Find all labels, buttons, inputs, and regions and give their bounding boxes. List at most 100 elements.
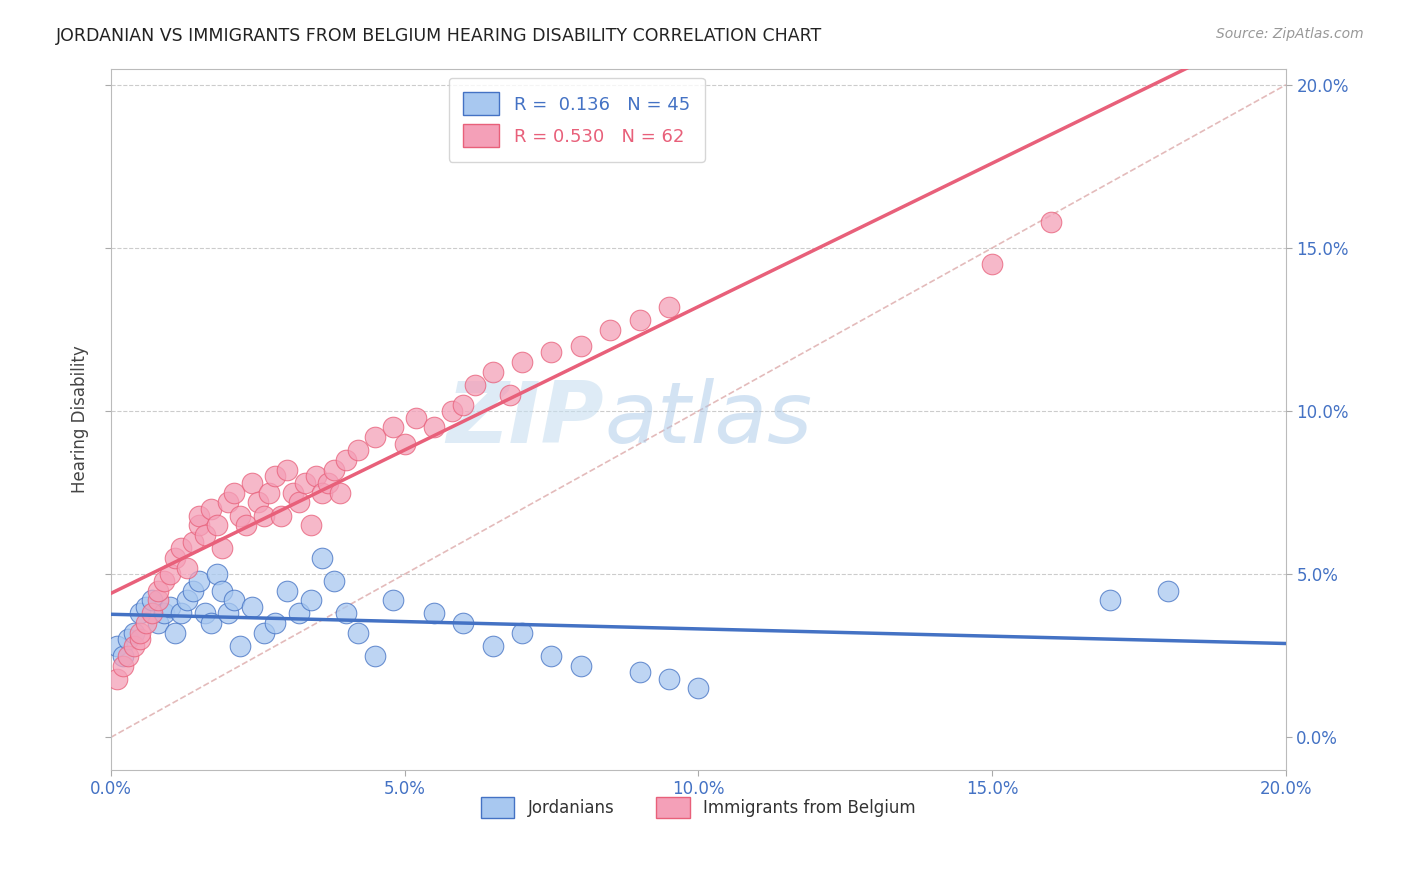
Point: [176, 593, 198, 607]
Point: [264, 469, 287, 483]
Point: [170, 541, 193, 556]
Point: [294, 475, 316, 490]
Point: [1157, 583, 1180, 598]
Point: [159, 567, 181, 582]
Point: [323, 463, 346, 477]
Point: [658, 300, 681, 314]
Point: [288, 607, 311, 621]
Point: [146, 616, 169, 631]
Point: [135, 599, 157, 614]
Point: [246, 495, 269, 509]
Text: ZIP: ZIP: [447, 377, 605, 461]
Text: atlas: atlas: [605, 377, 813, 461]
Legend: Jordanians, Immigrants from Belgium: Jordanians, Immigrants from Belgium: [474, 790, 922, 825]
Point: [217, 607, 239, 621]
Point: [364, 648, 387, 663]
Point: [316, 475, 339, 490]
Point: [688, 681, 710, 696]
Point: [200, 616, 222, 631]
Point: [217, 495, 239, 509]
Point: [335, 453, 357, 467]
Point: [569, 658, 592, 673]
Point: [453, 616, 475, 631]
Point: [252, 626, 274, 640]
Point: [270, 508, 292, 523]
Point: [211, 541, 233, 556]
Point: [187, 574, 209, 588]
Point: [211, 583, 233, 598]
Point: [259, 485, 281, 500]
Point: [122, 626, 145, 640]
Point: [152, 574, 174, 588]
Point: [364, 430, 387, 444]
Point: [405, 410, 427, 425]
Point: [105, 639, 128, 653]
Point: [276, 463, 298, 477]
Point: [440, 404, 463, 418]
Point: [146, 593, 169, 607]
Point: [111, 648, 134, 663]
Text: Source: ZipAtlas.com: Source: ZipAtlas.com: [1216, 27, 1364, 41]
Point: [299, 518, 322, 533]
Text: JORDANIAN VS IMMIGRANTS FROM BELGIUM HEARING DISABILITY CORRELATION CHART: JORDANIAN VS IMMIGRANTS FROM BELGIUM HEA…: [56, 27, 823, 45]
Point: [540, 648, 562, 663]
Point: [240, 599, 263, 614]
Point: [329, 485, 352, 500]
Point: [335, 607, 357, 621]
Point: [481, 365, 503, 379]
Point: [599, 322, 621, 336]
Point: [146, 583, 169, 598]
Point: [658, 672, 681, 686]
Point: [122, 639, 145, 653]
Point: [159, 599, 181, 614]
Point: [281, 485, 304, 500]
Point: [346, 443, 368, 458]
Point: [1098, 593, 1121, 607]
Point: [381, 420, 404, 434]
Point: [181, 534, 204, 549]
Point: [141, 607, 163, 621]
Point: [569, 339, 592, 353]
Y-axis label: Hearing Disability: Hearing Disability: [72, 345, 89, 493]
Point: [194, 528, 217, 542]
Point: [224, 593, 246, 607]
Point: [510, 355, 533, 369]
Point: [129, 626, 152, 640]
Point: [510, 626, 533, 640]
Point: [235, 518, 257, 533]
Point: [264, 616, 287, 631]
Point: [111, 658, 134, 673]
Point: [305, 469, 328, 483]
Point: [152, 607, 174, 621]
Point: [240, 475, 263, 490]
Point: [229, 639, 252, 653]
Point: [423, 420, 446, 434]
Point: [194, 607, 217, 621]
Point: [165, 550, 187, 565]
Point: [299, 593, 322, 607]
Point: [229, 508, 252, 523]
Point: [187, 508, 209, 523]
Point: [499, 388, 522, 402]
Point: [346, 626, 368, 640]
Point: [394, 436, 416, 450]
Point: [323, 574, 346, 588]
Point: [311, 550, 333, 565]
Point: [423, 607, 446, 621]
Point: [129, 607, 152, 621]
Point: [453, 398, 475, 412]
Point: [117, 648, 139, 663]
Point: [170, 607, 193, 621]
Point: [628, 665, 651, 679]
Point: [117, 632, 139, 647]
Point: [135, 616, 157, 631]
Point: [105, 672, 128, 686]
Point: [200, 502, 222, 516]
Point: [311, 485, 333, 500]
Point: [540, 345, 562, 359]
Point: [252, 508, 274, 523]
Point: [205, 567, 228, 582]
Point: [276, 583, 298, 598]
Point: [187, 518, 209, 533]
Point: [464, 378, 486, 392]
